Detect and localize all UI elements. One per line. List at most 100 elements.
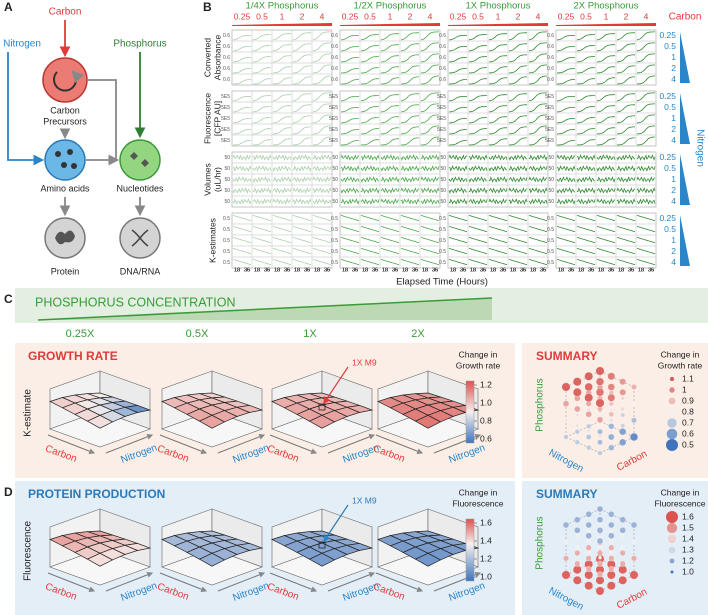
trace <box>508 225 528 233</box>
x-tick-label: 18 <box>342 267 348 273</box>
trace <box>252 128 271 135</box>
trace <box>292 93 311 102</box>
x-tick-label: 36 <box>244 267 250 273</box>
trace <box>272 259 292 266</box>
summary-dot <box>596 505 604 513</box>
section-title: PROTEIN PRODUCTION <box>28 487 165 501</box>
node-label: Amino acids <box>40 183 90 193</box>
trace <box>576 139 596 146</box>
trace <box>360 154 380 161</box>
node-label: Carbon <box>50 105 80 115</box>
summary-dot <box>620 423 626 429</box>
trace <box>360 67 379 74</box>
x-tick-label: 18 <box>422 267 428 273</box>
x-tick-label: 18 <box>254 267 260 273</box>
row-label: (uL/hr) <box>212 167 222 192</box>
x-tick-label: 36 <box>372 267 378 273</box>
trace <box>360 247 380 255</box>
legend-title: Change in <box>661 487 700 497</box>
trace <box>576 154 596 161</box>
trace <box>448 225 468 233</box>
molecule-icon <box>67 149 73 155</box>
trace <box>360 165 380 172</box>
trace <box>557 140 576 146</box>
axis-arrow <box>217 571 266 592</box>
trace <box>617 65 636 74</box>
trace <box>636 42 655 52</box>
summary-box <box>522 343 708 478</box>
x-tick-label: 36 <box>628 267 634 273</box>
x-tick-label: 36 <box>392 267 398 273</box>
x-tick-label: 36 <box>460 267 466 273</box>
summary-dot <box>598 523 602 528</box>
y-tick-label: 5E5 <box>329 116 338 122</box>
trace <box>449 46 467 52</box>
trace <box>252 259 272 266</box>
trace <box>557 57 575 63</box>
trace <box>616 54 635 63</box>
x-tick-label: 36 <box>412 267 418 273</box>
trace <box>508 115 527 124</box>
trace <box>469 117 487 124</box>
trace <box>528 75 547 85</box>
nitrogen-level: 1 <box>671 235 676 245</box>
x-tick-label: 36 <box>628 267 634 273</box>
legend-label: 1.0 <box>682 566 694 576</box>
summary-dot <box>584 371 594 381</box>
trace <box>488 44 507 52</box>
trace <box>508 54 527 63</box>
trace <box>449 79 468 85</box>
trace <box>556 68 575 74</box>
y-tick-label: 0.5 <box>223 216 230 222</box>
row-label: K-estimates <box>207 218 217 263</box>
y-tick-label: 0.6 <box>331 44 338 50</box>
summary-dot <box>584 581 594 591</box>
trace <box>596 236 616 244</box>
y-tick-label: 0.5 <box>223 260 230 266</box>
summary-dot <box>608 544 615 551</box>
trace <box>273 127 292 135</box>
x-tick-label: 18 <box>382 267 388 273</box>
x-tick-label: 36 <box>608 267 614 273</box>
y-tick-label: 5E5 <box>329 105 338 111</box>
summary-dot <box>620 406 625 412</box>
trace <box>556 225 576 233</box>
trace <box>272 44 291 52</box>
legend-label: 1.3 <box>682 544 694 554</box>
carbon-wedge <box>556 23 656 26</box>
x-tick-label: 36 <box>324 267 330 273</box>
x-tick-label: 18 <box>314 267 320 273</box>
trace <box>421 125 440 135</box>
trace <box>596 165 616 172</box>
x-tick-label: 18 <box>274 267 280 273</box>
x-tick-label: 36 <box>588 267 594 273</box>
carbon-level: 2 <box>624 11 629 21</box>
axis-arrow <box>269 572 318 593</box>
x-tick-label: 18 <box>578 267 584 273</box>
y-tick-label: 5E5 <box>221 94 230 100</box>
phosphorus-level: 0.25X <box>66 328 95 340</box>
x-tick-label: 36 <box>392 267 398 273</box>
x-tick-label: 36 <box>304 267 310 273</box>
trace <box>556 198 576 205</box>
x-tick-label: 36 <box>628 267 634 273</box>
x-tick-label: 36 <box>588 267 594 273</box>
y-tick-label: 5E5 <box>437 105 446 111</box>
x-tick-label: 36 <box>352 267 358 273</box>
y-tick-label: 0.5 <box>547 238 554 244</box>
marker-arrow <box>323 366 349 405</box>
trace <box>556 247 576 255</box>
x-tick-label: 36 <box>352 267 358 273</box>
trace <box>361 56 379 63</box>
trace <box>341 46 359 52</box>
summary-dot <box>586 429 591 433</box>
carbon-level: 4 <box>536 11 541 21</box>
x-tick-label: 18 <box>530 267 536 273</box>
trace <box>636 53 655 63</box>
axis-arrow <box>159 572 208 593</box>
y-tick-label: 5E5 <box>437 116 446 122</box>
trace <box>233 107 251 113</box>
legend-dot <box>668 546 676 554</box>
trace <box>508 93 527 102</box>
trace <box>448 68 467 74</box>
